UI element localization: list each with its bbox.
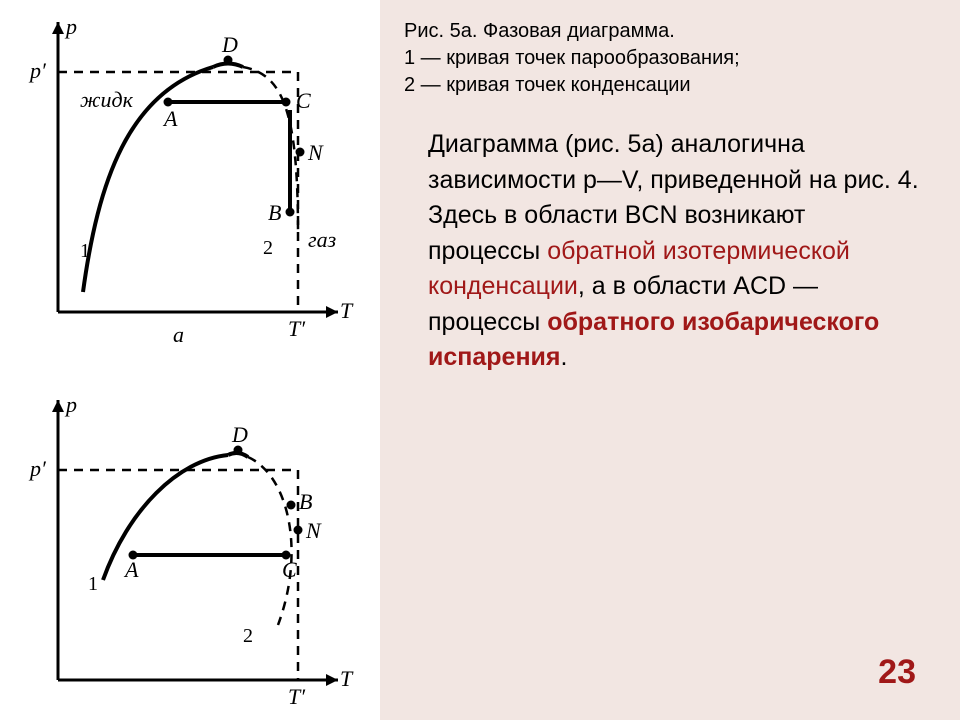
body-t5: . (561, 343, 568, 371)
body-paragraph: Диаграмма (рис. 5а) аналогична зависимос… (404, 127, 932, 376)
svg-text:T: T (340, 298, 354, 323)
svg-text:B: B (268, 200, 281, 225)
caption-line1: Рис. 5а. Фазовая диаграмма. (404, 20, 675, 42)
svg-text:N: N (305, 518, 322, 543)
svg-text:2: 2 (263, 237, 273, 259)
svg-text:1: 1 (88, 573, 98, 595)
svg-text:T′: T′ (288, 684, 306, 709)
svg-text:A: A (123, 557, 139, 582)
slide: pTp′T′aжидкгаз12DACNB pTp′T′12DACBN Рис.… (0, 0, 960, 720)
svg-text:1: 1 (80, 240, 90, 262)
svg-text:2: 2 (243, 625, 253, 647)
slide-number: 23 (878, 653, 916, 692)
diagram-column: pTp′T′aжидкгаз12DACNB pTp′T′12DACBN (0, 0, 380, 720)
text-column: Рис. 5а. Фазовая диаграмма. 1 — кривая т… (380, 0, 960, 720)
caption-line3: 2 — кривая точек конденсации (404, 74, 691, 96)
svg-text:N: N (307, 140, 324, 165)
phase-diagram-bottom: p Tp′ T′ 1 2 D A C BN (8, 380, 368, 720)
svg-text:a: a (173, 322, 184, 347)
svg-text:газ: газ (308, 227, 336, 252)
svg-text:C: C (296, 88, 311, 113)
figure-caption: Рис. 5а. Фазовая диаграмма. 1 — кривая т… (404, 18, 932, 99)
svg-text:жидк: жидк (80, 87, 134, 112)
svg-text:p′: p′ (28, 58, 47, 83)
svg-text:D: D (231, 422, 248, 447)
svg-text:B: B (299, 489, 312, 514)
svg-text:p′: p′ (28, 456, 47, 481)
phase-diagram-top: p Tp′ T′ a жидк газ 1 2 D A C N B (8, 2, 368, 352)
svg-text:C: C (282, 557, 297, 582)
svg-text:T: T (340, 666, 354, 691)
caption-line2: 1 — кривая точек парообразования; (404, 47, 740, 69)
svg-text:T′: T′ (288, 316, 306, 341)
svg-text:A: A (162, 106, 178, 131)
svg-text:p: p (64, 14, 77, 39)
svg-text:p: p (64, 392, 77, 417)
svg-text:D: D (221, 32, 238, 57)
